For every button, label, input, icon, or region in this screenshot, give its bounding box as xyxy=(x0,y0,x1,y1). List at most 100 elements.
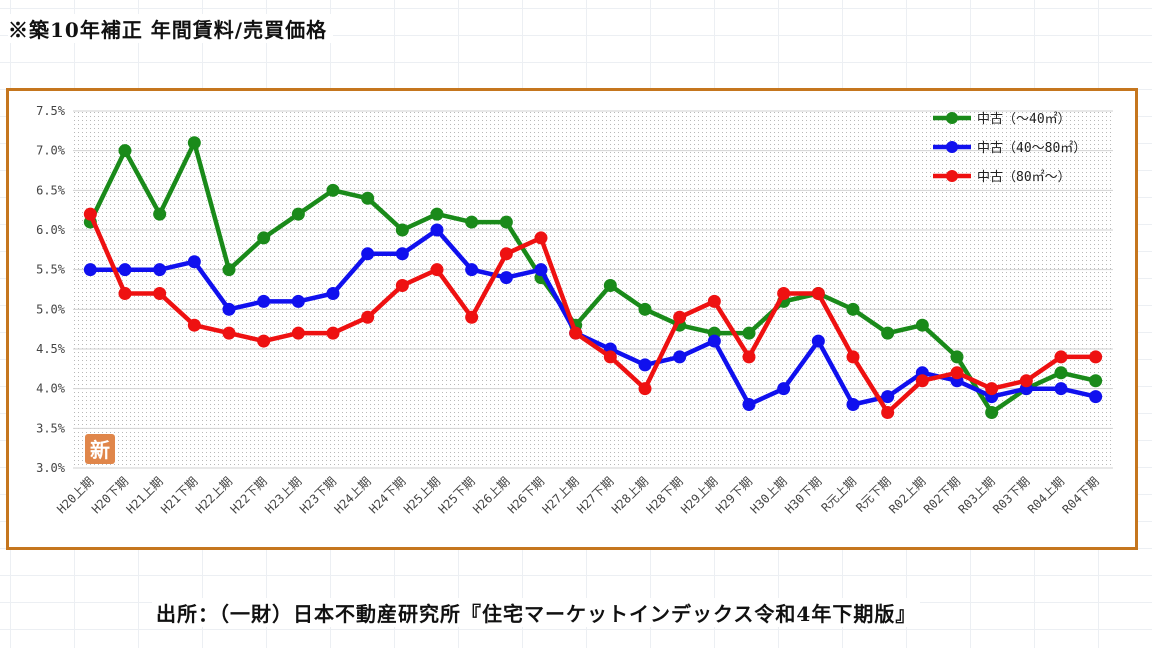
data-point xyxy=(846,350,860,364)
data-point xyxy=(742,350,756,364)
x-tick-label: H23上期 xyxy=(262,474,304,516)
x-tick-label: R03上期 xyxy=(956,474,998,516)
data-point xyxy=(291,207,305,221)
x-tick-label: R02上期 xyxy=(886,474,928,516)
data-point xyxy=(707,334,721,348)
y-tick-label: 7.5% xyxy=(36,104,66,118)
x-tick-label: H28上期 xyxy=(609,474,651,516)
data-point xyxy=(811,334,825,348)
data-point xyxy=(569,326,583,340)
legend-label: 中古（～40㎡） xyxy=(977,112,1071,127)
data-point xyxy=(222,302,236,316)
data-point xyxy=(83,263,97,277)
data-point xyxy=(950,366,964,380)
y-tick-label: 4.0% xyxy=(36,382,66,396)
data-point xyxy=(257,334,271,348)
x-tick-label: H25下期 xyxy=(436,474,478,516)
y-tick-label: 5.0% xyxy=(36,302,66,316)
data-point xyxy=(395,279,409,293)
x-tick-label: H26下期 xyxy=(505,474,547,516)
y-tick-label: 3.5% xyxy=(36,421,66,435)
data-point xyxy=(742,398,756,412)
legend-label: 中古（40～80㎡） xyxy=(977,141,1086,156)
data-point xyxy=(187,255,201,269)
x-tick-label: H30下期 xyxy=(782,474,824,516)
page-title: ※築10年補正 年間賃料/売買価格 xyxy=(8,14,334,43)
x-tick-label: R04上期 xyxy=(1025,474,1067,516)
data-point xyxy=(153,286,167,300)
data-point xyxy=(534,231,548,245)
data-point xyxy=(603,350,617,364)
data-point xyxy=(361,310,375,324)
data-point xyxy=(291,294,305,308)
new-stamp-label: 新 xyxy=(90,438,110,462)
data-point xyxy=(326,183,340,197)
data-point xyxy=(222,263,236,277)
data-point xyxy=(915,318,929,332)
data-point xyxy=(118,286,132,300)
x-tick-label: R03下期 xyxy=(990,474,1032,516)
x-tick-label: H27上期 xyxy=(540,474,582,516)
data-point xyxy=(638,358,652,372)
x-tick-label: H21下期 xyxy=(158,474,200,516)
x-tick-label: H24下期 xyxy=(366,474,408,516)
data-point xyxy=(673,310,687,324)
x-tick-label: H24上期 xyxy=(332,474,374,516)
data-point xyxy=(326,286,340,300)
data-point xyxy=(499,215,513,229)
x-tick-label: H23下期 xyxy=(297,474,339,516)
x-tick-label: H20下期 xyxy=(89,474,131,516)
data-point xyxy=(846,302,860,316)
chart-frame: 3.0% 3.5% 4.0% 4.5% 5.0% 5.5% 6.0% 6.5% 7.0% 7.5%… xyxy=(6,88,1138,550)
x-tick-label: H26上期 xyxy=(470,474,512,516)
x-tick-label: H21上期 xyxy=(124,474,166,516)
x-tick-label: H30上期 xyxy=(748,474,790,516)
data-point xyxy=(534,263,548,277)
y-tick-label: 7.0% xyxy=(36,144,66,158)
data-point xyxy=(638,382,652,396)
data-point xyxy=(361,247,375,261)
data-point xyxy=(846,398,860,412)
line-chart: 3.0% 3.5% 4.0% 4.5% 5.0% 5.5% 6.0% 6.5% 7.0% 7.5%… xyxy=(36,104,1113,516)
data-point xyxy=(153,207,167,221)
data-point xyxy=(465,215,479,229)
legend-swatch-marker xyxy=(946,141,958,153)
data-point xyxy=(395,223,409,237)
x-tick-label: H29下期 xyxy=(713,474,755,516)
data-point xyxy=(811,286,825,300)
x-tick-label: H20上期 xyxy=(54,474,96,516)
data-point xyxy=(291,326,305,340)
data-point xyxy=(1054,382,1068,396)
data-point xyxy=(153,263,167,277)
data-point xyxy=(1054,366,1068,380)
data-point xyxy=(118,263,132,277)
x-tick-label: R02下期 xyxy=(921,474,963,516)
data-point xyxy=(1019,374,1033,388)
y-tick-label: 3.0% xyxy=(36,461,66,475)
data-point xyxy=(395,247,409,261)
x-tick-label: H27下期 xyxy=(574,474,616,516)
legend-swatch-marker xyxy=(946,112,958,124)
data-point xyxy=(83,207,97,221)
y-tick-label: 6.0% xyxy=(36,223,66,237)
y-tick-label: 4.5% xyxy=(36,342,66,356)
data-point xyxy=(257,231,271,245)
data-point xyxy=(499,247,513,261)
data-point xyxy=(777,382,791,396)
data-point xyxy=(881,405,895,419)
data-point xyxy=(222,326,236,340)
data-point xyxy=(187,136,201,150)
data-point xyxy=(465,263,479,277)
data-point xyxy=(603,279,617,293)
data-point xyxy=(1089,374,1103,388)
data-point xyxy=(1054,350,1068,364)
legend-label: 中古（80㎡～） xyxy=(977,170,1071,185)
data-point xyxy=(257,294,271,308)
data-point xyxy=(915,374,929,388)
data-point xyxy=(881,390,895,404)
data-point xyxy=(499,271,513,285)
data-point xyxy=(361,191,375,205)
x-tick-label: H25上期 xyxy=(401,474,443,516)
data-point xyxy=(985,382,999,396)
data-point xyxy=(742,326,756,340)
